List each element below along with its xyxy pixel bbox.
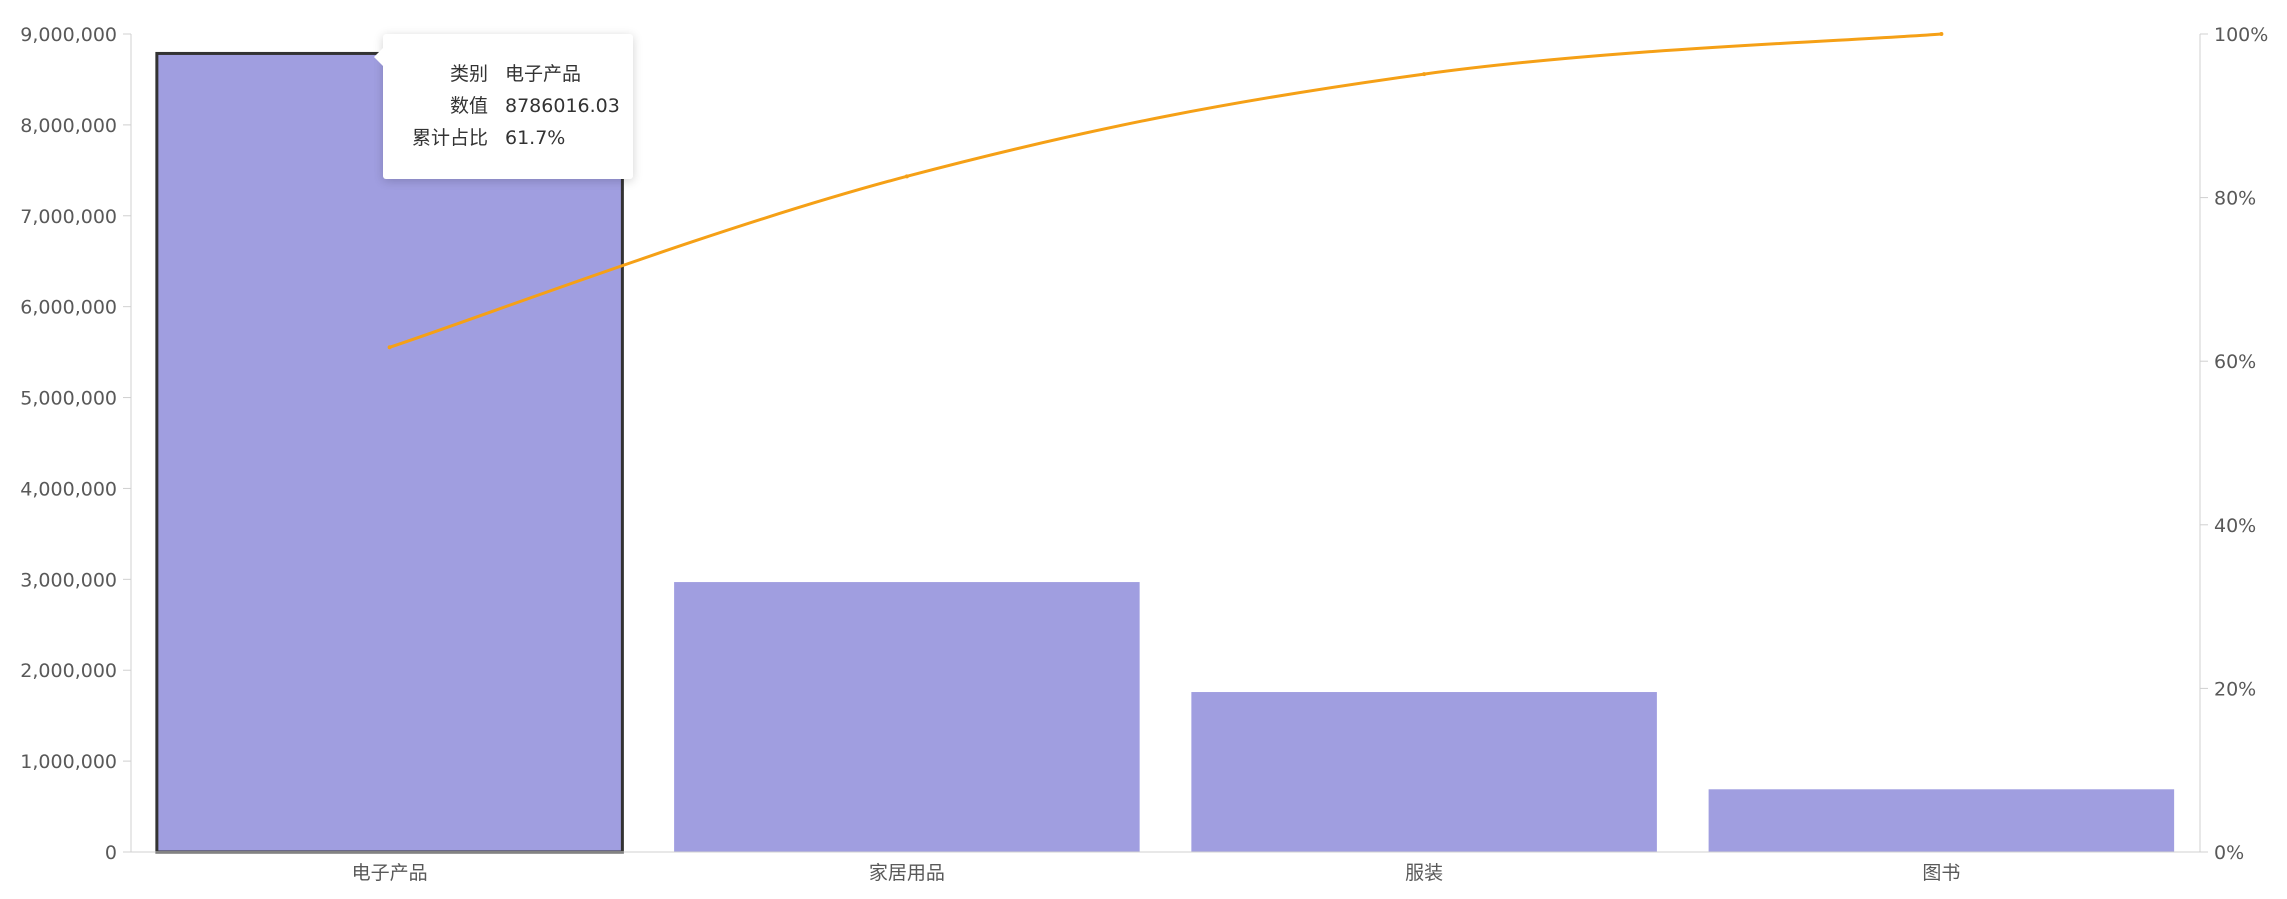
x-axis-tick-label: 家居用品 [869, 862, 945, 884]
left-y-axis: 0 1,000,000 2,000,000 3,000,000 4,000,000 5,0… [20, 24, 132, 864]
left-axis-tick-label: 3,000,000 [20, 569, 117, 591]
cumulative-line-series [387, 32, 1944, 350]
line-point-家居用品 [904, 174, 909, 179]
tooltip-key: 数值 [449, 95, 488, 117]
left-axis-tick-label: 0 [105, 842, 117, 864]
left-axis-tick-label: 4,000,000 [20, 478, 117, 500]
bar-series [155, 51, 2175, 854]
right-axis-tick-label: 20% [2214, 678, 2256, 700]
line-point-服装 [1422, 72, 1427, 77]
left-axis-tick-label: 5,000,000 [20, 388, 117, 410]
left-axis-tick-label: 9,000,000 [20, 24, 117, 46]
right-y-axis: 0% 20% 40% 60% 80% 100% [2199, 24, 2268, 864]
x-axis-tick-label: 服装 [1405, 862, 1443, 884]
bar-家居用品 [674, 582, 1140, 852]
x-axis-tick-label: 电子产品 [352, 862, 428, 884]
bar-图书 [1708, 789, 2175, 852]
cumulative-line [389, 32, 1942, 349]
left-axis-tick-label: 7,000,000 [20, 206, 117, 228]
left-axis-tick-label: 1,000,000 [20, 751, 117, 773]
tooltip-row-value: 数值 8786016.03 [383, 91, 633, 121]
tooltip-row-category: 类别 电子产品 [383, 59, 633, 89]
right-axis-tick-label: 0% [2214, 842, 2244, 864]
tooltip-value: 8786016.03 [505, 95, 620, 117]
line-point-图书 [1939, 32, 1944, 36]
tooltip-key: 类别 [449, 63, 488, 85]
line-point-电子产品 [387, 345, 392, 350]
right-axis-tick-label: 60% [2214, 351, 2256, 373]
right-axis-tick-label: 80% [2214, 188, 2256, 210]
x-axis-tick-label: 图书 [1922, 862, 1960, 884]
left-axis-tick-label: 6,000,000 [20, 297, 117, 319]
right-axis-tick-label: 100% [2214, 24, 2268, 46]
tooltip-value: 电子产品 [505, 63, 582, 85]
tooltip-key: 累计占比 [411, 127, 488, 149]
right-axis-tick-label: 40% [2214, 515, 2256, 537]
x-axis: 电子产品 家居用品 服装 图书 [131, 851, 2200, 884]
tooltip-value: 61.7% [505, 127, 566, 149]
left-axis-tick-label: 8,000,000 [20, 115, 117, 137]
tooltip-row-cumulative: 累计占比 61.7% [383, 123, 633, 153]
left-axis-tick-label: 2,000,000 [20, 660, 117, 682]
bar-服装 [1191, 692, 1657, 852]
tooltip: 类别 电子产品 数值 8786016.03 累计占比 61.7% [374, 34, 633, 179]
